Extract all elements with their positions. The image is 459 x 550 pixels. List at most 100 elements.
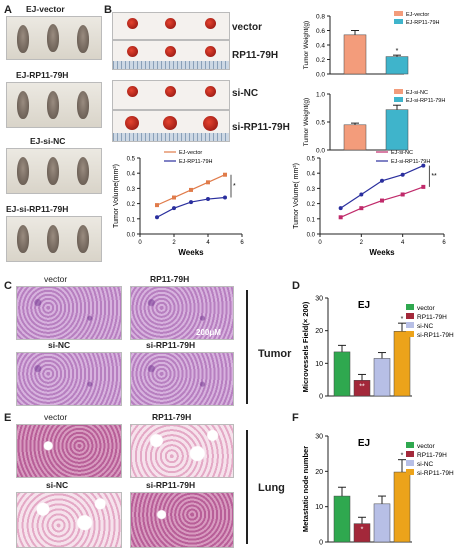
panel-letter-d: D bbox=[292, 280, 300, 292]
chart-metastatic-nodes: 0 10 20 30 Metastatic node number EJ * * vector R… bbox=[301, 434, 454, 547]
bar bbox=[353, 380, 371, 397]
y-tick-label: 0.4 bbox=[307, 172, 316, 178]
tumor-photo-vector bbox=[112, 12, 230, 40]
y-tick-label: 0.1 bbox=[127, 217, 136, 223]
y-tick-label: 0.1 bbox=[307, 217, 316, 223]
y-tick-label: 20 bbox=[315, 469, 323, 476]
legend-swatch bbox=[406, 469, 414, 475]
legend-label: EJ-si-NC bbox=[391, 150, 413, 156]
significance-marker: ** bbox=[359, 383, 365, 390]
y-tick-label: 1.0 bbox=[316, 92, 325, 99]
chart-tumor-weight-vector: 0.0 0.2 0.4 0.6 0.8 Tumor Weight(g) * EJ-vector… bbox=[303, 11, 440, 78]
lung-image-rp11 bbox=[130, 424, 234, 478]
chart-title: EJ bbox=[358, 438, 370, 449]
y-tick-label: 0.0 bbox=[316, 148, 325, 155]
data-point bbox=[206, 180, 210, 185]
legend-swatch bbox=[406, 460, 414, 466]
y-axis-title: Tumor Volume(mm³) bbox=[113, 164, 120, 228]
label-ej-si-nc: EJ-si-NC bbox=[30, 136, 66, 146]
y-tick-label: 30 bbox=[315, 296, 323, 303]
bar bbox=[333, 495, 351, 543]
he-image-si-rp11 bbox=[130, 352, 234, 406]
x-tick-label: 6 bbox=[240, 240, 244, 246]
x-tick-label: 4 bbox=[206, 240, 210, 246]
y-tick-label: 0.4 bbox=[127, 172, 136, 178]
data-point bbox=[189, 200, 193, 205]
data-point bbox=[206, 197, 210, 202]
label-ej-rp11: EJ-RP11-79H bbox=[16, 70, 69, 80]
legend-label: si-NC bbox=[417, 323, 434, 330]
bar bbox=[343, 124, 367, 151]
lung-bracket bbox=[246, 430, 248, 544]
data-point bbox=[421, 163, 426, 168]
x-axis-title: Weeks bbox=[178, 248, 204, 257]
lung-label-si-rp11: si-RP11-79H bbox=[146, 480, 196, 490]
data-point bbox=[400, 172, 405, 177]
data-point bbox=[223, 195, 227, 200]
he-image-si-nc bbox=[16, 352, 122, 406]
y-tick-label: 0.5 bbox=[127, 157, 136, 163]
y-tick-label: 10 bbox=[315, 504, 323, 511]
mice-photo-ej-rp11 bbox=[6, 82, 102, 128]
data-point bbox=[359, 206, 364, 211]
legend-swatch bbox=[394, 19, 403, 24]
y-tick-label: 10 bbox=[315, 361, 323, 368]
mice-photo-ej-si-nc bbox=[6, 148, 102, 194]
bar bbox=[373, 358, 391, 397]
legend-label: si-RP11-79H bbox=[417, 332, 454, 339]
lung-label-vector: vector bbox=[44, 412, 68, 422]
y-axis-title: Tumor Weight(g) bbox=[303, 21, 310, 69]
legend-label: EJ-vector bbox=[406, 12, 429, 18]
y-tick-label: 0 bbox=[319, 540, 323, 547]
he-label-si-rp11: si-RP11-79H bbox=[146, 340, 196, 350]
legend-swatch bbox=[406, 451, 414, 457]
significance-marker: * bbox=[401, 453, 404, 460]
data-point bbox=[359, 192, 364, 197]
data-point bbox=[380, 198, 384, 203]
legend-swatch bbox=[406, 313, 414, 319]
x-axis-title: Weeks bbox=[369, 248, 395, 257]
y-tick-label: 0.2 bbox=[127, 202, 136, 208]
y-axis-title: Microvessels Field(× 200) bbox=[301, 301, 310, 392]
legend-swatch bbox=[394, 97, 403, 102]
x-tick-label: 4 bbox=[401, 240, 405, 246]
lung-label-rp11: RP11-79H bbox=[152, 412, 192, 422]
data-point bbox=[338, 206, 343, 211]
bar bbox=[333, 351, 351, 397]
mice-photo-ej-si-rp11 bbox=[6, 216, 102, 262]
y-tick-label: 0.5 bbox=[316, 120, 325, 127]
y-tick-label: 30 bbox=[315, 434, 323, 441]
lung-image-si-rp11 bbox=[130, 492, 234, 548]
legend-label: RP11-79H bbox=[417, 314, 447, 321]
y-tick-label: 0.3 bbox=[127, 187, 136, 193]
y-tick-label: 0.3 bbox=[307, 187, 316, 193]
mice-photo-ej-vector bbox=[6, 16, 102, 60]
data-point bbox=[400, 192, 405, 197]
legend-label: EJ-si-RP11-79H bbox=[391, 159, 430, 165]
y-tick-label: 0.6 bbox=[316, 28, 325, 35]
he-image-rp11 bbox=[130, 286, 234, 340]
panel-letter-b: B bbox=[104, 4, 112, 16]
legend-swatch bbox=[406, 322, 414, 328]
legend-label: si-NC bbox=[417, 461, 434, 468]
legend-swatch bbox=[406, 442, 414, 448]
bar bbox=[393, 471, 411, 543]
y-axis-title: Metastatic node number bbox=[301, 446, 310, 532]
x-tick-label: 0 bbox=[318, 240, 322, 246]
significance-marker: * bbox=[233, 183, 236, 190]
significance-marker: * bbox=[361, 527, 364, 534]
y-tick-label: 0 bbox=[319, 394, 323, 401]
label-ej-vector: EJ-vector bbox=[26, 4, 65, 14]
legend-label: EJ-si-RP11-79H bbox=[406, 98, 445, 104]
data-point bbox=[223, 172, 227, 177]
chart-tumor-volume-vector: 0.0 0.1 0.2 0.3 0.4 0.5 0 2 4 6 Weeks Tumor Volume(… bbox=[113, 150, 244, 257]
chart-title: EJ bbox=[358, 300, 370, 311]
he-label-si-nc: si-NC bbox=[48, 340, 71, 350]
panel-letter-a: A bbox=[4, 4, 12, 16]
data-point bbox=[172, 195, 176, 200]
legend-label: RP11-79H bbox=[417, 452, 447, 459]
y-tick-label: 0.4 bbox=[316, 43, 325, 50]
chart-tumor-volume-si: 0.0 0.1 0.2 0.3 0.4 0.5 0 2 4 6 Weeks Tumor Volume(… bbox=[293, 150, 446, 257]
